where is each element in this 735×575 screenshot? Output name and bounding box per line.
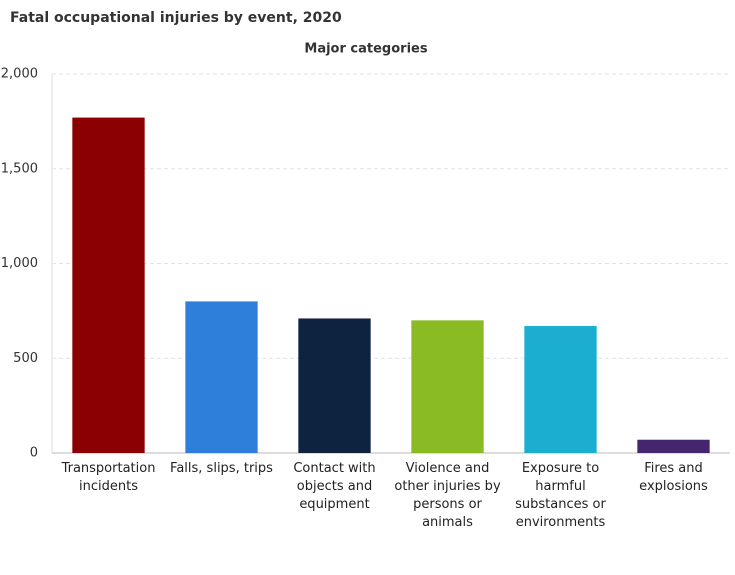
x-tick-label: Exposure to harmful substances or enviro… bbox=[515, 461, 606, 530]
y-tick-label: 500 bbox=[13, 351, 38, 366]
chart-subtitle: Major categories bbox=[304, 42, 427, 57]
y-tick-label: 0 bbox=[30, 446, 38, 461]
bar bbox=[524, 326, 597, 453]
x-tick-label: Falls, slips, trips bbox=[170, 461, 273, 476]
y-tick-label: 2,000 bbox=[1, 67, 38, 82]
bar bbox=[72, 117, 145, 454]
x-tick-label: Violence and other injuries by persons o… bbox=[394, 461, 501, 530]
chart-title: Fatal occupational injuries by event, 20… bbox=[10, 10, 342, 26]
y-tick-label: 1,500 bbox=[1, 161, 38, 176]
x-tick-label: Contact with objects and equipment bbox=[293, 461, 376, 512]
bar bbox=[298, 318, 371, 453]
bar bbox=[637, 439, 710, 453]
x-tick-label: Fires and explosions bbox=[639, 461, 708, 494]
x-tick-label: Transportation incidents bbox=[61, 461, 156, 494]
y-tick-label: 1,000 bbox=[1, 256, 38, 271]
bar bbox=[185, 301, 258, 453]
bar bbox=[411, 320, 484, 453]
